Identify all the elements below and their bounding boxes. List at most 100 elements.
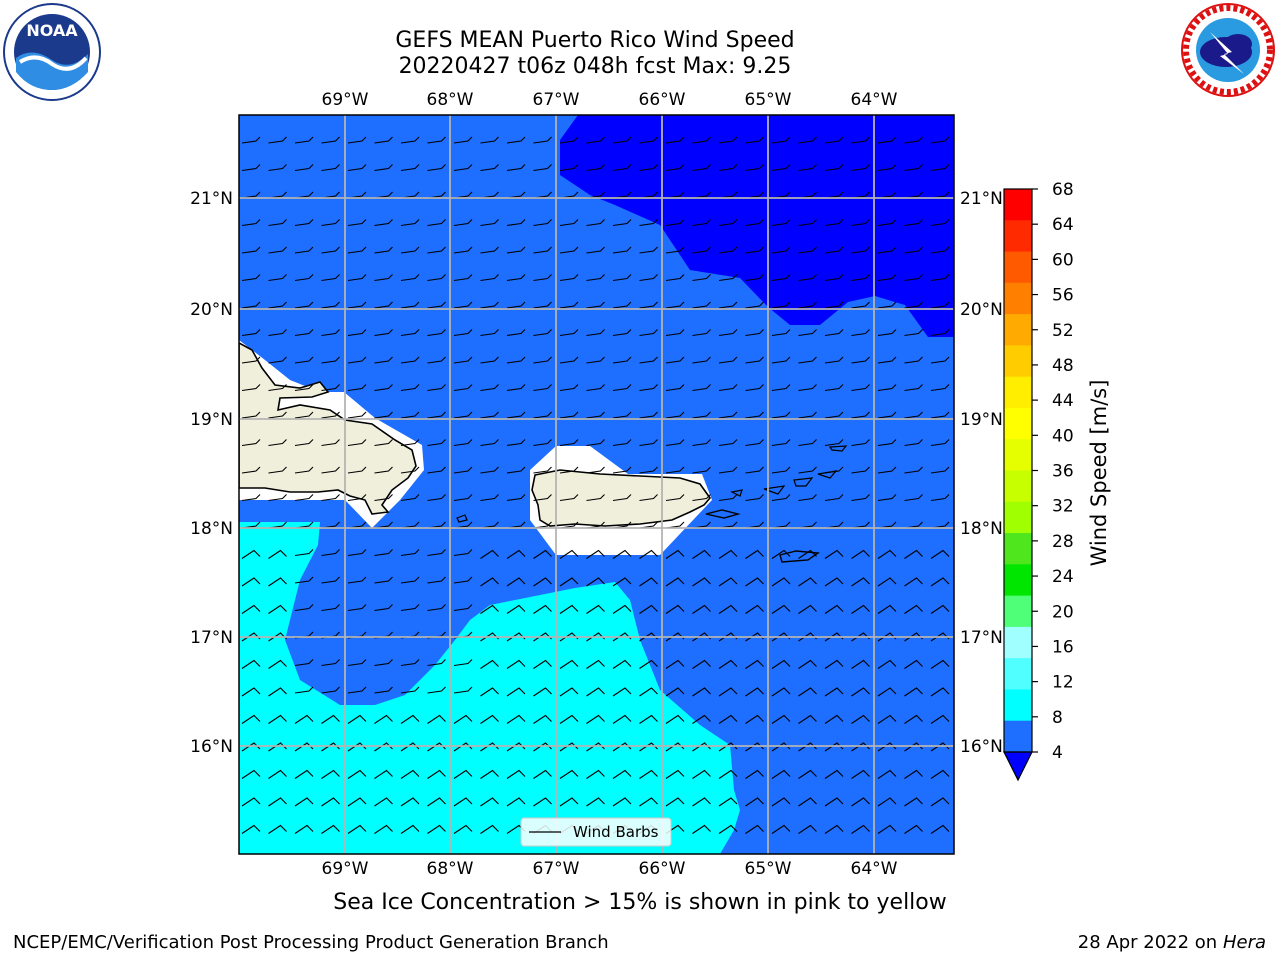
- wind-barb: [930, 164, 950, 172]
- wind-barb: [718, 824, 738, 834]
- wind-barb: [453, 604, 473, 612]
- wind-barb: [639, 356, 658, 364]
- lon-label-bottom: 66°W: [639, 859, 686, 879]
- wind-barb: [321, 769, 340, 779]
- wind-barb: [745, 687, 764, 697]
- wind-barb: [798, 274, 817, 282]
- wind-barb: [718, 384, 738, 392]
- wind-barb: [321, 439, 340, 447]
- wind-barb: [639, 329, 658, 337]
- wind-barb: [268, 577, 287, 587]
- wind-barb: [798, 742, 817, 752]
- wind-barb: [559, 742, 579, 752]
- wind-barb: [294, 576, 314, 584]
- lat-label-right: 19°N: [960, 410, 1003, 430]
- wind-barb: [374, 824, 393, 834]
- wind-barb: [241, 494, 261, 502]
- wind-barb: [427, 742, 446, 752]
- wind-barb: [241, 136, 261, 144]
- wind-barb: [904, 384, 923, 392]
- wind-barb: [400, 549, 420, 557]
- wind-barb: [268, 769, 287, 779]
- wind-barb: [771, 411, 791, 419]
- wind-barb: [294, 301, 314, 309]
- wind-barb: [347, 301, 367, 309]
- chart-subtitle: 20220427 t06z 048h fcst Max: 9.25: [398, 54, 792, 79]
- wind-barb: [586, 494, 605, 502]
- wind-barb: [321, 301, 340, 309]
- wind-barb: [427, 246, 446, 254]
- wind-barb: [930, 659, 950, 669]
- colorbar-tick-label: 60: [1052, 250, 1074, 270]
- wind-barb: [533, 439, 552, 447]
- wind-barb: [533, 466, 552, 474]
- wind-barb: [798, 246, 817, 254]
- wind-barb: [453, 164, 473, 172]
- wind-barb: [639, 466, 658, 474]
- wind-barb: [798, 604, 817, 614]
- wind-barb: [480, 549, 499, 559]
- wind-barb: [877, 411, 897, 419]
- wind-barb: [586, 329, 605, 337]
- island-virgin-2: [793, 477, 814, 487]
- wind-barb: [294, 164, 314, 172]
- wind-barb: [665, 577, 685, 587]
- colorbar-title: Wind Speed [m/s]: [1087, 380, 1111, 567]
- wind-barb: [877, 714, 897, 724]
- wind-barb: [400, 356, 420, 364]
- wind-barb: [824, 494, 844, 502]
- wind-barb: [559, 274, 579, 282]
- wind-barb: [665, 164, 685, 172]
- wind-barb: [321, 246, 340, 254]
- map-frame: [238, 114, 955, 855]
- wind-barb: [506, 604, 526, 614]
- wind-barb: [533, 219, 552, 227]
- wind-barb: [877, 824, 897, 834]
- wind-barb: [559, 769, 579, 779]
- wind-barb: [639, 769, 658, 779]
- lon-label-bottom: 64°W: [851, 859, 898, 879]
- wind-barb: [692, 274, 711, 282]
- wind-barb: [930, 219, 950, 227]
- wind-barb: [824, 219, 844, 227]
- wind-barb: [930, 136, 950, 144]
- wind-barb: [453, 329, 473, 337]
- wind-barb: [718, 439, 738, 447]
- wind-barb: [294, 246, 314, 254]
- wind-barb: [665, 301, 685, 309]
- wind-barb: [347, 274, 367, 282]
- wind-barb: [268, 742, 287, 752]
- wind-barb: [294, 384, 314, 392]
- wind-barb: [771, 797, 791, 807]
- wind-barb: [692, 769, 711, 779]
- wind-barb: [268, 466, 287, 474]
- wind-barb: [745, 274, 764, 282]
- wind-barb: [930, 356, 950, 364]
- lat-label-right: 21°N: [960, 189, 1003, 209]
- wind-barb: [718, 549, 738, 559]
- wind-barb: [612, 274, 632, 282]
- wind-barb: [241, 356, 261, 364]
- wind-barb: [241, 274, 261, 282]
- wind-barb: [374, 466, 393, 474]
- wind-barb: [533, 164, 552, 172]
- wind-barb: [904, 301, 923, 309]
- wind-barb: [745, 494, 764, 502]
- wind-barb: [904, 577, 923, 587]
- wind-barb: [877, 742, 897, 752]
- wind-barb: [321, 549, 340, 557]
- wind-barb: [559, 604, 579, 614]
- wind-barb: [798, 494, 817, 502]
- wind-barb: [241, 549, 261, 559]
- wind-barb: [559, 329, 579, 337]
- wind-barb: [639, 301, 658, 309]
- wind-barb: [930, 411, 950, 419]
- wind-barb: [877, 219, 897, 227]
- wind-barb: [241, 604, 261, 614]
- wind-barb: [506, 687, 526, 697]
- wind-barb: [321, 466, 340, 474]
- wind-barb: [506, 659, 526, 669]
- wind-barb: [268, 164, 287, 172]
- wind-barb: [745, 714, 764, 724]
- wind-barb: [877, 439, 897, 447]
